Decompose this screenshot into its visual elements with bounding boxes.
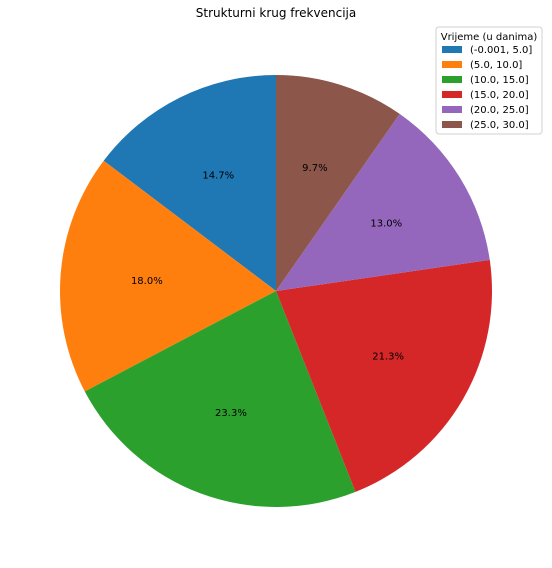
chart-title: Strukturni krug frekvencija bbox=[196, 6, 356, 20]
pie-slice bbox=[60, 160, 277, 392]
legend-items: (-0.001, 5.0] (5.0, 10.0] (10.0, 15.0] (15.… bbox=[442, 45, 532, 131]
slice-value-label: 18.0% bbox=[131, 276, 163, 287]
pie-slice bbox=[103, 75, 277, 291]
legend-label: (25.0, 30.0] bbox=[470, 120, 529, 131]
legend-swatch bbox=[442, 106, 462, 113]
legend-swatch bbox=[442, 76, 462, 83]
pie-slice bbox=[276, 259, 493, 492]
slice-value-label: 23.3% bbox=[215, 408, 247, 419]
pie-slices bbox=[60, 75, 493, 507]
legend: Vrijeme (u danima) (-0.001, 5.0] (5.0, 10… bbox=[435, 26, 543, 135]
pie-slice bbox=[276, 113, 490, 291]
pie-slice bbox=[84, 291, 356, 507]
legend-label: (-0.001, 5.0] bbox=[470, 45, 532, 56]
slice-value-label: 9.7% bbox=[302, 163, 327, 174]
slice-value-label: 13.0% bbox=[370, 218, 402, 229]
slice-value-label: 21.3% bbox=[372, 351, 404, 362]
legend-swatch bbox=[442, 61, 462, 68]
pie-slice bbox=[276, 75, 400, 291]
legend-label: (20.0, 25.0] bbox=[470, 105, 529, 116]
legend-label: (5.0, 10.0] bbox=[470, 60, 522, 71]
legend-swatch bbox=[442, 121, 462, 128]
legend-label: (10.0, 15.0] bbox=[470, 75, 529, 86]
legend-title: Vrijeme (u danima) bbox=[441, 32, 538, 43]
slice-value-label: 14.7% bbox=[202, 170, 234, 181]
legend-swatch bbox=[442, 46, 462, 53]
legend-swatch bbox=[442, 91, 462, 98]
legend-frame bbox=[435, 26, 543, 135]
pie-value-labels: 14.7% 18.0% 23.3% 21.3% 13.0% 9.7% bbox=[131, 163, 404, 419]
legend-label: (15.0, 20.0] bbox=[470, 90, 529, 101]
